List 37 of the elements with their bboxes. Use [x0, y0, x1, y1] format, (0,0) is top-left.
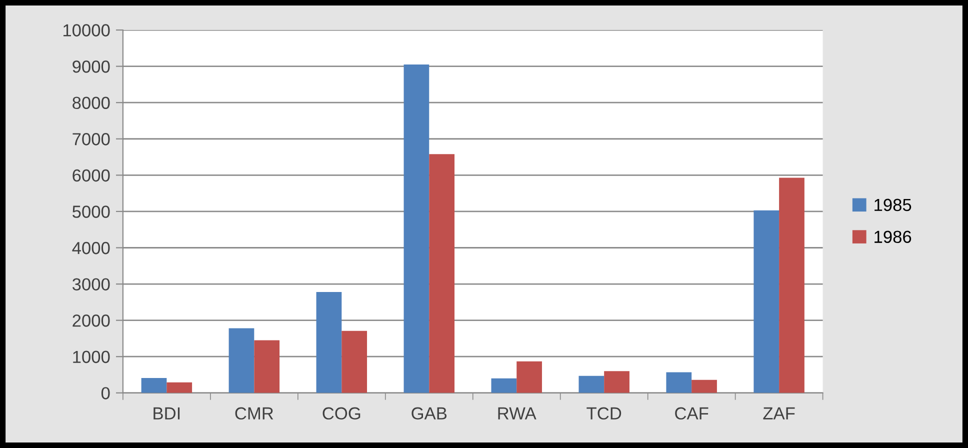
- y-tick-label: 5000: [72, 206, 110, 218]
- bar: [166, 382, 192, 393]
- bar: [692, 380, 717, 393]
- bar: [254, 340, 280, 393]
- bar: [754, 210, 780, 393]
- bar: [342, 330, 368, 393]
- bar: [228, 328, 254, 393]
- bar: [779, 178, 804, 393]
- y-tick-label: 9000: [72, 60, 110, 73]
- y-tick-label: 6000: [72, 169, 110, 182]
- bar: [429, 154, 454, 393]
- x-tick-label: CAF: [675, 407, 708, 420]
- y-tick-label: 7000: [72, 133, 110, 146]
- y-tick-label: 3000: [72, 278, 110, 290]
- y-tick-label: 0: [101, 387, 110, 400]
- x-tick-label: CMR: [235, 407, 274, 420]
- bar: [578, 376, 604, 393]
- bar: [316, 292, 342, 393]
- y-tick-label: 1000: [73, 350, 110, 364]
- bar: [666, 372, 692, 393]
- y-tick-label: 8000: [72, 96, 110, 110]
- x-tick-label: BDI: [154, 407, 180, 420]
- y-tick-label: 10000: [63, 24, 110, 36]
- legend-label: 1985: [874, 198, 912, 212]
- x-tick-label: TCD: [586, 407, 622, 420]
- y-tick-label: 4000: [72, 242, 110, 254]
- x-tick-label: RWA: [498, 407, 536, 420]
- bar: [491, 378, 517, 393]
- legend-label: 1986: [874, 230, 912, 243]
- bar: [604, 371, 630, 393]
- bar: [404, 64, 430, 393]
- x-tick-label: GAB: [412, 407, 447, 420]
- x-tick-label: COG: [322, 407, 360, 420]
- x-tick-label: ZAF: [763, 407, 795, 420]
- y-tick-label: 2000: [72, 314, 110, 327]
- bar: [516, 361, 542, 393]
- bar: [141, 378, 167, 393]
